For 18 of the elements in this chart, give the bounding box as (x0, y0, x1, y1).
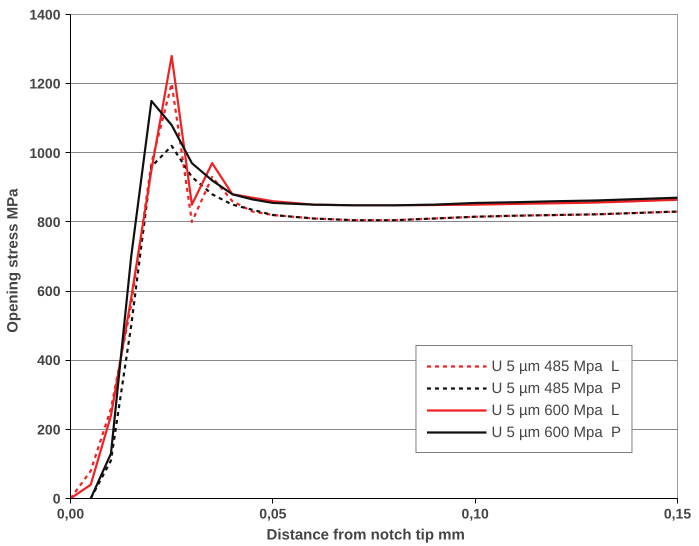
y-tick-label: 1200 (29, 76, 61, 92)
legend-label: U 5 µm 600 Mpa P (491, 424, 621, 440)
y-axis-title: Opening stress MPa (4, 188, 22, 333)
y-tick-label: 600 (37, 283, 61, 300)
legend-label: U 5 µm 485 Mpa P (491, 380, 621, 396)
legend-label: U 5 µm 600 Mpa L (491, 402, 620, 418)
y-tick-label: 200 (37, 421, 61, 438)
y-tick-label: 800 (37, 214, 61, 230)
x-axis-title: Distance from notch tip mm (266, 526, 465, 544)
x-tick-label: 0,00 (56, 506, 84, 522)
y-tick-label: 0 (52, 490, 61, 506)
x-tick-label: 0,15 (664, 506, 692, 522)
y-tick-label: 1000 (29, 144, 61, 161)
y-tick-label: 400 (37, 352, 61, 368)
y-tick-label: 1400 (29, 6, 61, 22)
x-tick-label: 0,10 (462, 506, 490, 522)
x-tick-label: 0,05 (259, 506, 287, 522)
legend-label: U 5 µm 485 Mpa L (491, 358, 620, 374)
